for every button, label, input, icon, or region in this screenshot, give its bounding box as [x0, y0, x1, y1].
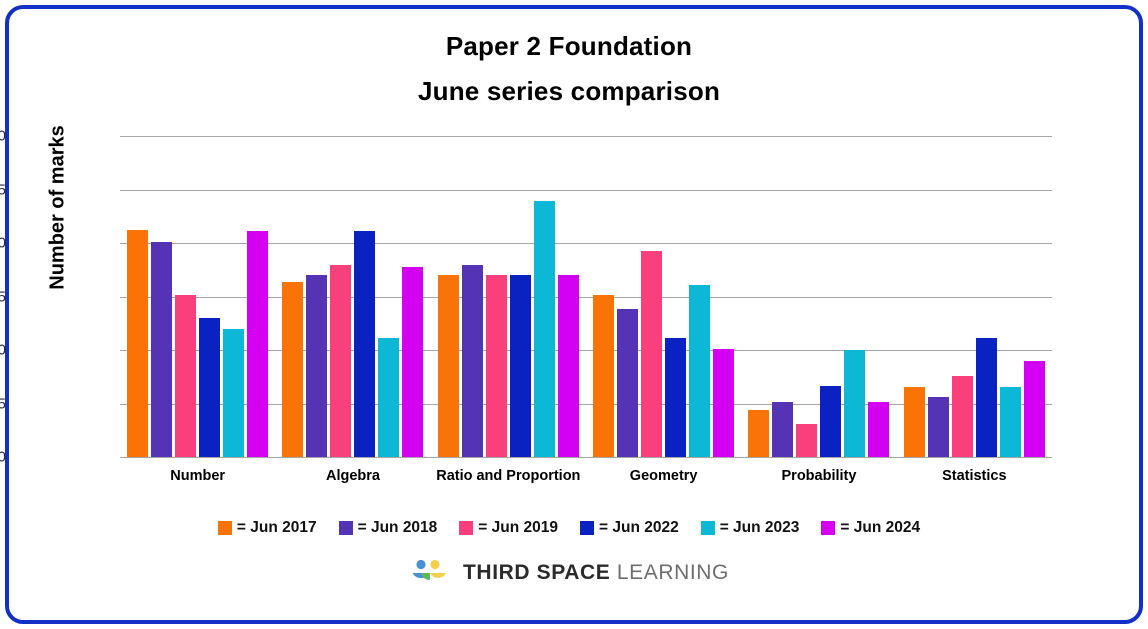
- bar[interactable]: [461, 265, 483, 457]
- bar[interactable]: [713, 348, 735, 457]
- bar[interactable]: [402, 266, 424, 457]
- bar[interactable]: [796, 423, 818, 457]
- bar[interactable]: [927, 396, 949, 457]
- gridline: [120, 350, 1052, 351]
- bar[interactable]: [772, 402, 794, 457]
- bar[interactable]: [378, 338, 400, 457]
- bar[interactable]: [951, 376, 973, 457]
- y-axis-label: Number of marks: [46, 125, 69, 290]
- legend-item[interactable]: = Jun 2018: [338, 519, 438, 537]
- bar[interactable]: [509, 275, 531, 457]
- bar[interactable]: [485, 275, 507, 457]
- gridline: [120, 243, 1052, 244]
- x-axis-tick-label: Ratio and Proportion: [436, 468, 581, 484]
- legend-item[interactable]: = Jun 2024: [821, 519, 920, 537]
- chart-title: Paper 2 Foundation June series compariso…: [0, 24, 1138, 113]
- bar[interactable]: [748, 409, 770, 457]
- bar[interactable]: [617, 309, 639, 457]
- bar[interactable]: [151, 241, 173, 457]
- third-space-learning-logo-icon: [412, 559, 446, 581]
- bar[interactable]: [127, 230, 149, 457]
- legend-label: = Jun 2018: [357, 519, 438, 536]
- x-axis-tick-label: Algebra: [325, 468, 380, 484]
- bar[interactable]: [868, 402, 890, 457]
- bar-group: [741, 136, 896, 457]
- legend-item[interactable]: = Jun 2023: [700, 519, 800, 537]
- y-axis-tick-label: 0: [0, 448, 6, 466]
- bar-group: [275, 136, 430, 457]
- brand-name-light: LEARNING: [616, 561, 729, 584]
- bar[interactable]: [641, 250, 663, 457]
- legend-item[interactable]: = Jun 2022: [580, 519, 679, 537]
- bar-group: [120, 136, 275, 457]
- bar[interactable]: [282, 281, 304, 457]
- bar[interactable]: [175, 295, 197, 457]
- brand-wordmark: THIRD SPACE LEARNING: [463, 561, 729, 585]
- chart-legend: = Jun 2017 = Jun 2018 = Jun 2019 = Jun 2022…: [0, 519, 1138, 537]
- bar[interactable]: [223, 328, 245, 457]
- bar[interactable]: [844, 350, 866, 457]
- gridline: [120, 403, 1052, 405]
- legend-swatch-icon: [338, 521, 353, 535]
- legend-swatch-icon: [459, 521, 474, 535]
- legend-item[interactable]: = Jun 2017: [217, 519, 317, 537]
- legend-label: = Jun 2022: [599, 519, 679, 536]
- bar[interactable]: [999, 387, 1021, 457]
- bar-group: [897, 136, 1052, 457]
- bar[interactable]: [330, 265, 352, 457]
- chart-title-line-1: Paper 2 Foundation: [445, 31, 693, 61]
- bar[interactable]: [199, 317, 221, 457]
- y-axis-tick-label: 15: [0, 288, 6, 305]
- bar[interactable]: [437, 275, 459, 457]
- x-axis-tick-label: Geometry: [629, 468, 698, 484]
- legend-swatch-icon: [821, 521, 836, 535]
- bar[interactable]: [689, 284, 711, 457]
- gridline: [120, 296, 1052, 298]
- x-axis-tick-label: Probability: [781, 468, 857, 484]
- bar[interactable]: [354, 231, 376, 457]
- gridline: [120, 189, 1052, 191]
- x-axis-tick-label: Statistics: [942, 468, 1007, 484]
- legend-swatch-icon: [217, 521, 232, 535]
- gridline: [120, 136, 1052, 137]
- bar-groups: [120, 136, 1052, 457]
- legend-label: = Jun 2023: [719, 519, 800, 536]
- bar-group: [586, 136, 741, 457]
- bar[interactable]: [247, 231, 269, 457]
- brand-name-strong: THIRD SPACE: [463, 561, 611, 584]
- x-axis-labels: Number Algebra Ratio and Proportion Geometr…: [120, 466, 1052, 487]
- bar[interactable]: [1023, 360, 1045, 457]
- legend-item[interactable]: = Jun 2019: [459, 519, 558, 537]
- bar[interactable]: [533, 201, 555, 457]
- chart-title-line-2: June series comparison: [417, 75, 721, 106]
- legend-label: = Jun 2019: [478, 519, 558, 536]
- x-axis-tick-label: Number: [170, 468, 226, 484]
- legend-label: = Jun 2017: [236, 519, 317, 536]
- plot-area: 0 5 10 15 20 25 30: [0, 128, 1052, 466]
- legend-label: = Jun 2024: [840, 519, 921, 536]
- gridline: [120, 457, 1052, 458]
- brand-footer: THIRD SPACE LEARNING: [0, 558, 1138, 588]
- bar[interactable]: [903, 387, 925, 457]
- y-axis-tick-label: 25: [0, 181, 6, 198]
- bar[interactable]: [593, 295, 615, 457]
- bar-group: [431, 136, 586, 457]
- bar[interactable]: [557, 275, 579, 457]
- bar-chart: Number of marks 0 5 10 15 20 25 30 Number Algeb…: [0, 125, 1052, 487]
- legend-swatch-icon: [580, 521, 594, 535]
- y-axis-tick-label: 20: [0, 234, 6, 252]
- y-axis-tick-label: 10: [0, 341, 6, 359]
- bar[interactable]: [820, 386, 842, 457]
- y-axis-tick-label: 30: [0, 127, 6, 145]
- bar[interactable]: [665, 338, 687, 457]
- legend-swatch-icon: [700, 521, 715, 535]
- y-axis-tick-label: 5: [0, 395, 6, 412]
- bar[interactable]: [975, 338, 997, 457]
- bar[interactable]: [306, 275, 328, 457]
